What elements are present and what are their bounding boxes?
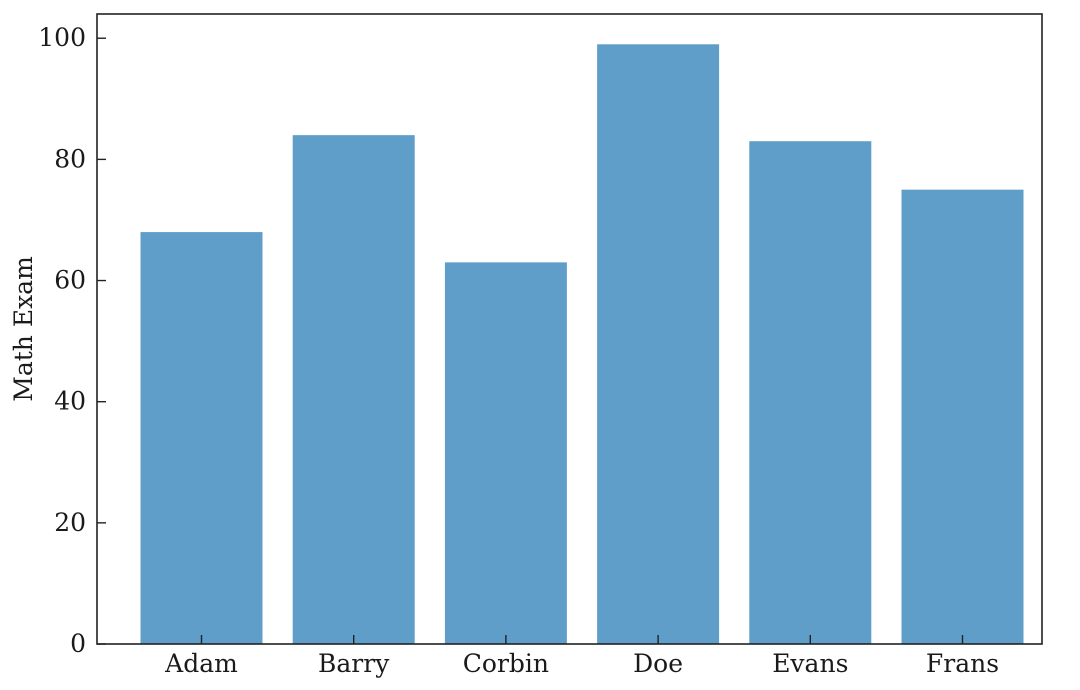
- bar-barry: [292, 135, 415, 644]
- y-axis-label: Math Exam: [9, 256, 38, 402]
- x-tick-label-adam: Adam: [164, 649, 238, 678]
- bar-evans: [749, 141, 872, 644]
- bar-doe: [597, 44, 720, 645]
- plot-area-frame: [96, 13, 1043, 645]
- x-tick-label-corbin: Corbin: [463, 649, 549, 678]
- y-tick-label-0: 0: [70, 629, 86, 658]
- y-tick-label-60: 60: [54, 266, 86, 295]
- x-tick-labels: Adam Barry Corbin Doe Evans Frans: [164, 649, 999, 678]
- ticks-layer: [97, 37, 964, 645]
- y-tick-labels: 0 20 40 60 80 100: [38, 23, 86, 658]
- bar-corbin: [444, 262, 567, 644]
- x-tick-label-evans: Evans: [772, 649, 848, 678]
- y-tick-label-80: 80: [54, 144, 86, 173]
- bar-frans: [901, 189, 1024, 645]
- bar-adam: [140, 232, 263, 644]
- y-tick-label-40: 40: [54, 387, 86, 416]
- y-tick-label-20: 20: [54, 508, 86, 537]
- bars-layer: [140, 44, 1024, 645]
- x-tick-label-doe: Doe: [633, 649, 683, 678]
- y-tick-label-100: 100: [38, 23, 86, 52]
- x-tick-label-frans: Frans: [926, 649, 999, 678]
- x-tick-label-barry: Barry: [318, 649, 390, 678]
